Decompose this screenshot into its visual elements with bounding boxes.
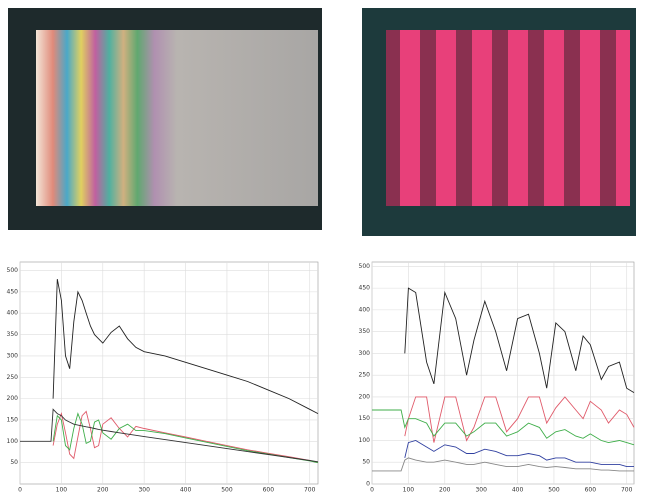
y-tick-label: 350 [7, 331, 19, 338]
y-tick-label: 450 [7, 288, 19, 295]
x-tick-label: 500 [548, 487, 560, 494]
x-tick-label: 0 [370, 487, 374, 494]
series-line [52, 279, 319, 414]
photo-left [8, 8, 322, 230]
series-line [372, 457, 634, 472]
y-tick-label: 450 [359, 285, 371, 292]
series-line [372, 409, 635, 446]
photo-right [362, 8, 636, 236]
x-tick-label: 100 [56, 487, 68, 494]
x-tick-label: 500 [221, 487, 233, 494]
y-tick-label: 0 [366, 481, 370, 488]
series-line [52, 410, 319, 464]
y-tick-label: 200 [359, 393, 371, 400]
y-tick-label: 400 [359, 306, 371, 313]
x-tick-label: 400 [180, 487, 192, 494]
y-tick-label: 150 [359, 415, 371, 422]
y-tick-label: 100 [359, 437, 371, 444]
y-tick-label: 200 [7, 395, 19, 402]
x-tick-label: 600 [263, 487, 275, 494]
y-tick-label: 500 [7, 267, 19, 274]
series-line [20, 408, 319, 463]
series-line [404, 440, 634, 468]
x-tick-label: 400 [512, 487, 524, 494]
x-tick-label: 700 [621, 487, 633, 494]
y-tick-label: 250 [359, 372, 371, 379]
x-tick-label: 700 [304, 487, 316, 494]
plot-area [19, 261, 319, 485]
series-line [52, 412, 319, 464]
x-tick-label: 200 [439, 487, 451, 494]
x-tick-label: 100 [403, 487, 415, 494]
y-tick-label: 300 [359, 350, 371, 357]
y-tick-label: 50 [10, 459, 18, 466]
y-tick-label: 300 [7, 352, 19, 359]
y-tick-label: 500 [359, 263, 371, 270]
x-tick-label: 300 [138, 487, 150, 494]
x-tick-label: 0 [18, 487, 22, 494]
y-tick-label: 400 [7, 310, 19, 317]
x-tick-label: 600 [585, 487, 597, 494]
series-line [404, 396, 635, 443]
x-tick-label: 300 [475, 487, 487, 494]
y-tick-label: 100 [7, 438, 19, 445]
y-tick-label: 250 [7, 374, 19, 381]
series-line [404, 287, 635, 393]
plot-area [371, 261, 635, 485]
y-tick-label: 350 [359, 328, 371, 335]
x-tick-label: 200 [97, 487, 109, 494]
y-tick-label: 50 [362, 459, 370, 466]
y-tick-label: 150 [7, 416, 19, 423]
